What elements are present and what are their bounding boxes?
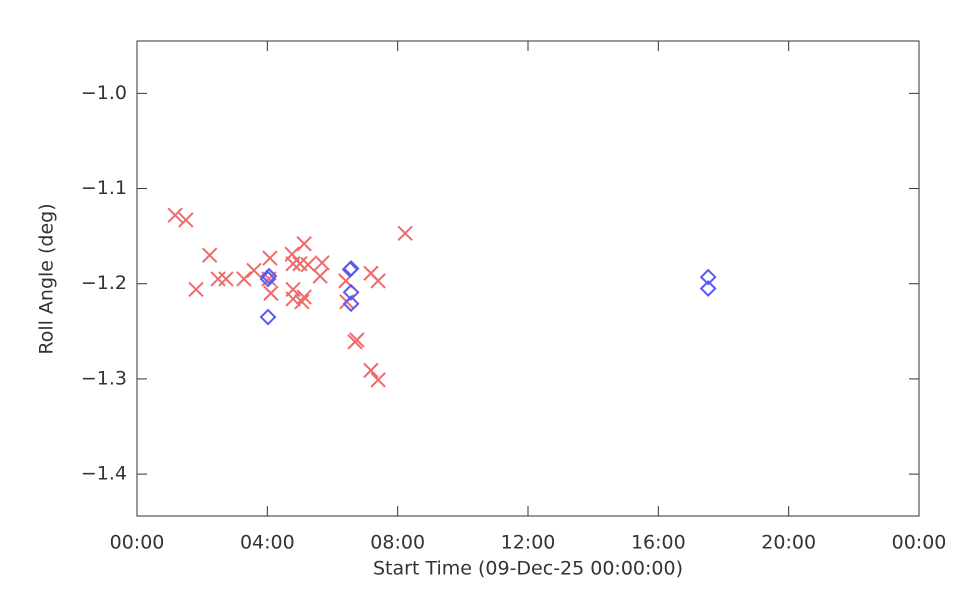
cross-point [210, 271, 226, 287]
x-tick-label: 12:00 [501, 532, 556, 554]
diamond-point [342, 283, 360, 301]
diamond-point [342, 295, 360, 313]
x-tick-label: 08:00 [370, 532, 425, 554]
x-tick-label: 00:00 [110, 532, 165, 554]
cross-point [178, 212, 194, 228]
diamond-point [260, 267, 278, 285]
cross-point [397, 225, 413, 241]
x-tick-label: 04:00 [240, 532, 295, 554]
cross-point [314, 255, 330, 271]
cross-point [285, 256, 301, 272]
cross-point [218, 271, 234, 287]
cross-point [370, 372, 386, 388]
x-axis-label: Start Time (09-Dec-25 00:00:00) [373, 558, 683, 580]
cross-point [167, 207, 183, 223]
cross-point [296, 289, 312, 305]
cross-point [300, 256, 316, 273]
y-tick-label: −1.1 [81, 177, 127, 199]
cross-point [263, 285, 279, 301]
cross-point [294, 294, 310, 310]
x-tick-label: 16:00 [631, 532, 686, 554]
cross-point [363, 362, 379, 379]
x-tick-label: 00:00 [892, 532, 947, 554]
cross-point [296, 236, 312, 252]
y-tick-label: −1.3 [81, 367, 127, 389]
y-tick-label: −1.2 [81, 272, 127, 294]
x-tick-label: 20:00 [761, 532, 816, 554]
y-tick-label: −1.4 [81, 463, 127, 485]
cross-point [246, 262, 262, 279]
diamond-point [699, 280, 717, 297]
cross-point [201, 247, 218, 263]
cross-point [236, 271, 252, 287]
y-axis-label: Roll Angle (deg) [36, 203, 58, 354]
cross-point [262, 250, 278, 266]
cross-point [312, 268, 328, 284]
cross-point [349, 332, 365, 348]
plot-frame [136, 40, 920, 517]
cross-point [188, 281, 204, 298]
diamond-point [259, 308, 277, 326]
cross-point [370, 273, 386, 289]
diamond-point [342, 260, 360, 277]
y-tick-label: −1.0 [81, 82, 127, 104]
diamond-point [699, 268, 717, 286]
